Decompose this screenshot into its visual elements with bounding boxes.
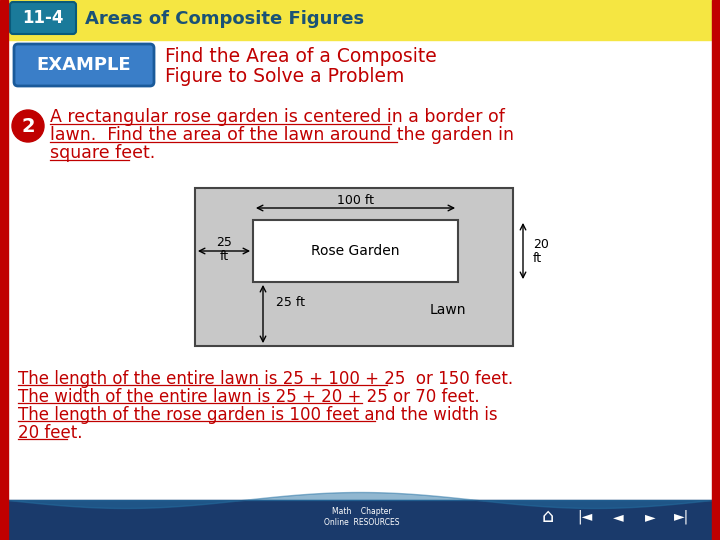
Text: 100 ft: 100 ft [337,193,374,206]
Text: 25 ft: 25 ft [276,295,305,308]
Text: The width of the entire lawn is 25 + 20 + 25 or 70 feet.: The width of the entire lawn is 25 + 20 … [18,388,480,406]
Text: ft: ft [220,251,228,264]
Text: Lawn: Lawn [430,303,467,317]
Text: ◄: ◄ [613,510,624,524]
FancyBboxPatch shape [10,2,76,34]
Text: ⌂: ⌂ [542,508,554,526]
Text: square feet.: square feet. [50,144,156,162]
Circle shape [12,110,44,142]
Bar [253,220,458,282]
Text: ►: ► [644,510,655,524]
Text: 20 feet.: 20 feet. [18,424,83,442]
Text: Math    Chapter
Online  RESOURCES: Math Chapter Online RESOURCES [324,507,400,526]
Text: The length of the rose garden is 100 feet and the width is: The length of the rose garden is 100 fee… [18,406,498,424]
Text: ft: ft [533,252,542,265]
Bar [0,0,8,540]
Text: 11-4: 11-4 [22,9,64,27]
Bar [195,188,513,346]
Text: A rectangular rose garden is centered in a border of: A rectangular rose garden is centered in… [50,108,505,126]
Text: Rose Garden: Rose Garden [311,244,400,258]
Text: Areas of Composite Figures: Areas of Composite Figures [85,10,364,28]
Text: 2: 2 [21,117,35,136]
Text: |◄: |◄ [577,510,593,524]
Bar [712,0,720,540]
Text: ►|: ►| [675,510,690,524]
Text: lawn.  Find the area of the lawn around the garden in: lawn. Find the area of the lawn around t… [50,126,514,144]
Text: EXAMPLE: EXAMPLE [37,56,131,74]
Text: Figure to Solve a Problem: Figure to Solve a Problem [165,66,405,85]
Text: Find the Area of a Composite: Find the Area of a Composite [165,48,437,66]
FancyBboxPatch shape [14,44,154,86]
Bar [8,500,712,540]
Text: 25: 25 [216,237,232,249]
Bar [8,0,712,40]
Text: The length of the entire lawn is 25 + 100 + 25  or 150 feet.: The length of the entire lawn is 25 + 10… [18,370,513,388]
Text: 20: 20 [533,238,549,251]
